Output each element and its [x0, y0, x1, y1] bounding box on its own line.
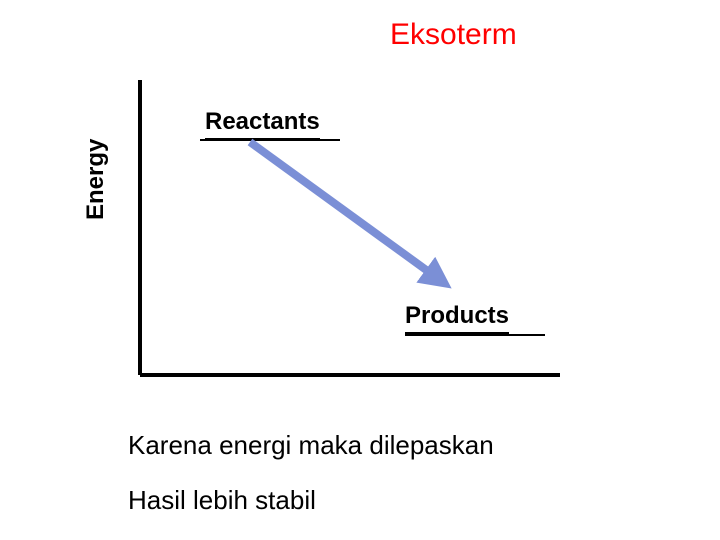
- y-axis-label: Energy: [82, 139, 110, 220]
- caption-line-2: Hasil lebih stabil: [128, 485, 316, 516]
- caption-line-1: Karena energi maka dilepaskan: [128, 430, 494, 461]
- diagram-title: Eksoterm: [390, 18, 517, 52]
- energy-arrow: [210, 130, 490, 320]
- arrow-line-icon: [250, 142, 440, 280]
